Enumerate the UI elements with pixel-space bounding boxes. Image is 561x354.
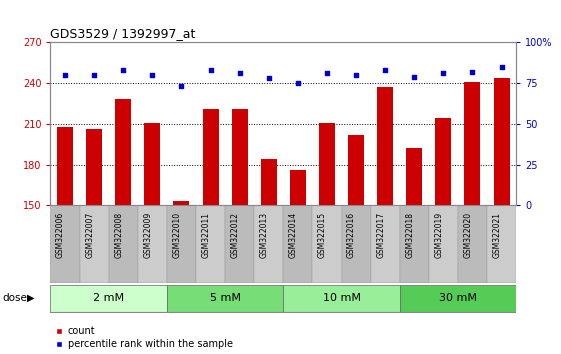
Bar bbox=[283, 285, 399, 312]
Text: GSM322006: GSM322006 bbox=[56, 212, 65, 258]
Bar bbox=[50, 285, 167, 312]
Bar bbox=[50, 205, 80, 283]
Bar bbox=[435, 119, 452, 205]
Text: GSM322019: GSM322019 bbox=[434, 212, 443, 258]
Point bbox=[177, 84, 186, 89]
Bar bbox=[494, 78, 509, 205]
Text: GSM322007: GSM322007 bbox=[85, 212, 94, 258]
Text: 2 mM: 2 mM bbox=[93, 293, 124, 303]
Bar bbox=[167, 205, 196, 283]
Bar bbox=[399, 285, 516, 312]
Bar bbox=[458, 205, 487, 283]
Bar bbox=[465, 82, 480, 205]
Bar bbox=[429, 205, 458, 283]
Text: GDS3529 / 1392997_at: GDS3529 / 1392997_at bbox=[50, 27, 196, 40]
Text: GSM322009: GSM322009 bbox=[144, 212, 153, 258]
Bar bbox=[144, 122, 160, 205]
Text: ▶: ▶ bbox=[27, 293, 34, 303]
Point bbox=[90, 72, 99, 78]
Point bbox=[323, 70, 332, 76]
Text: GSM322011: GSM322011 bbox=[201, 212, 210, 258]
Bar bbox=[312, 205, 342, 283]
Bar bbox=[232, 109, 247, 205]
Point bbox=[61, 72, 70, 78]
Bar bbox=[377, 87, 393, 205]
Bar bbox=[57, 127, 73, 205]
Bar bbox=[371, 205, 399, 283]
Point bbox=[381, 67, 390, 73]
Text: GSM322012: GSM322012 bbox=[231, 212, 240, 258]
Text: GSM322014: GSM322014 bbox=[289, 212, 298, 258]
Text: GSM322010: GSM322010 bbox=[172, 212, 181, 258]
Text: GSM322008: GSM322008 bbox=[114, 212, 123, 258]
Text: 30 mM: 30 mM bbox=[439, 293, 477, 303]
Text: GSM322015: GSM322015 bbox=[318, 212, 327, 258]
Legend: count, percentile rank within the sample: count, percentile rank within the sample bbox=[56, 326, 233, 349]
Point bbox=[293, 80, 302, 86]
Bar bbox=[283, 205, 312, 283]
Point bbox=[148, 72, 157, 78]
Text: 10 mM: 10 mM bbox=[323, 293, 361, 303]
Bar bbox=[167, 285, 283, 312]
Text: GSM322020: GSM322020 bbox=[463, 212, 472, 258]
Point bbox=[468, 69, 477, 75]
Bar bbox=[80, 205, 109, 283]
Bar bbox=[225, 205, 254, 283]
Text: GSM322021: GSM322021 bbox=[493, 212, 502, 258]
Point bbox=[497, 64, 506, 70]
Text: GSM322018: GSM322018 bbox=[405, 212, 414, 258]
Text: dose: dose bbox=[3, 293, 27, 303]
Bar bbox=[290, 170, 306, 205]
Bar bbox=[254, 205, 283, 283]
Point bbox=[439, 70, 448, 76]
Text: GSM322017: GSM322017 bbox=[376, 212, 385, 258]
Bar bbox=[261, 159, 277, 205]
Text: GSM322013: GSM322013 bbox=[260, 212, 269, 258]
Bar bbox=[487, 205, 516, 283]
Point bbox=[352, 72, 361, 78]
Bar bbox=[319, 122, 335, 205]
Text: 5 mM: 5 mM bbox=[210, 293, 241, 303]
Bar bbox=[173, 201, 190, 205]
Point bbox=[264, 75, 273, 81]
Bar bbox=[399, 205, 429, 283]
Bar bbox=[342, 205, 371, 283]
Point bbox=[235, 70, 244, 76]
Point bbox=[206, 67, 215, 73]
Bar bbox=[196, 205, 225, 283]
Bar bbox=[138, 205, 167, 283]
Text: GSM322016: GSM322016 bbox=[347, 212, 356, 258]
Bar bbox=[203, 109, 219, 205]
Bar bbox=[348, 135, 364, 205]
Point bbox=[410, 74, 419, 80]
Bar bbox=[115, 99, 131, 205]
Bar bbox=[406, 148, 422, 205]
Point bbox=[119, 67, 128, 73]
Bar bbox=[86, 129, 102, 205]
Bar bbox=[109, 205, 138, 283]
